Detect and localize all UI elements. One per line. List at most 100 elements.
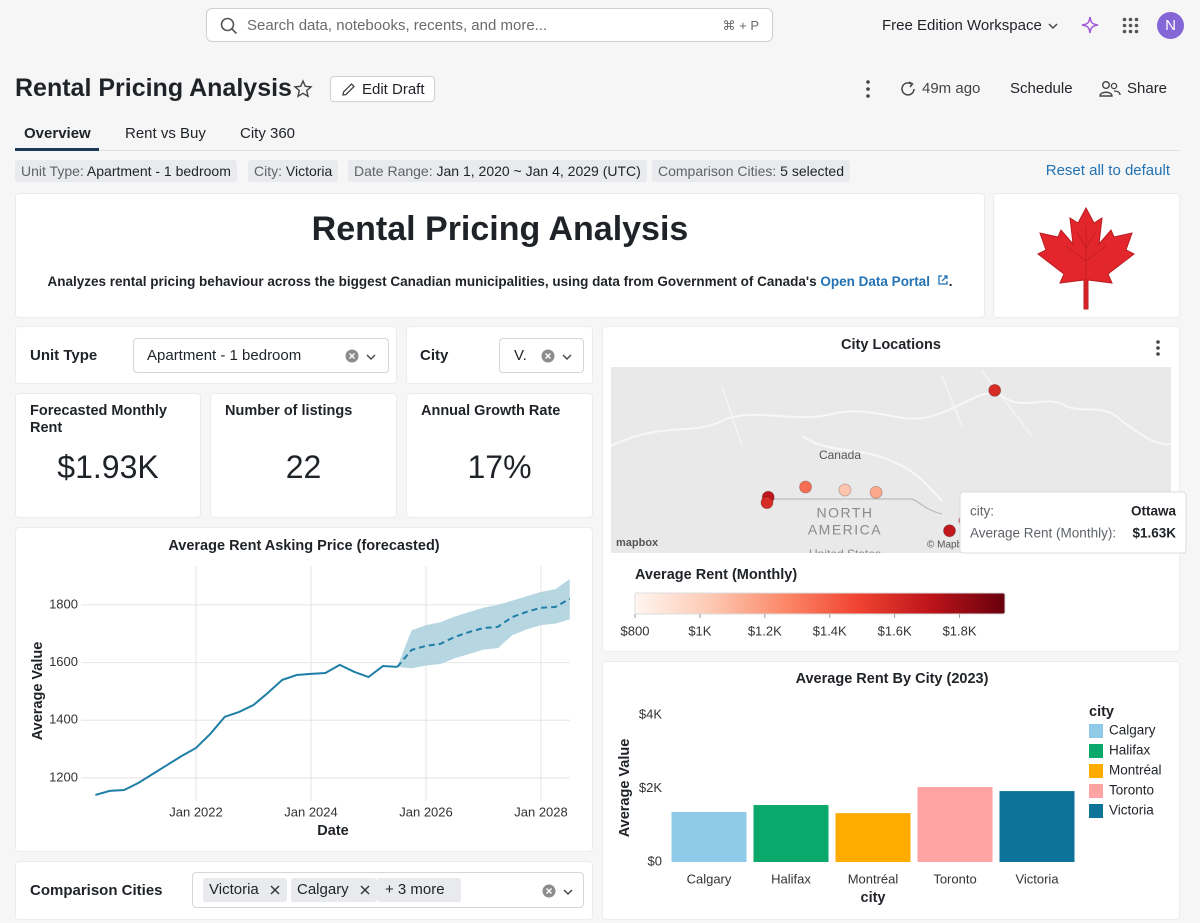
filter-chip[interactable]: Unit Type: Apartment - 1 bedroom [15,160,237,182]
legend-label: Halifax [1109,743,1151,758]
line-chart-panel: Average Rent Asking Price (forecasted) 12… [15,527,593,852]
kpi-value: $1.93K [57,449,159,485]
tooltip-key: Average Rent (Monthly): [970,526,1116,541]
more-chip[interactable]: + 3 more [377,878,461,902]
avatar[interactable]: N [1157,12,1184,39]
tab[interactable]: Overview [24,125,91,142]
kpi-label: Annual Growth Rate [421,403,561,419]
chart-title: Average Rent Asking Price (forecasted) [168,538,439,554]
bar [753,805,829,862]
map-point [869,485,883,499]
bar-chart: Average Rent By City (2023) $0 $2K $4K Calga… [617,671,1162,906]
clear-icon[interactable] [542,884,556,898]
x-tick-label: Toronto [933,871,976,886]
schedule-button[interactable]: Schedule [1010,80,1073,97]
city-chip[interactable]: Calgary [291,878,377,902]
colorbar-tick-label: $1.2K [748,623,782,638]
banner-period: . [948,274,953,289]
filter-chip[interactable]: Comparison Cities: 5 selected [652,160,850,182]
filter-value: Jan 1, 2020 ~ Jan 4, 2029 (UTC) [436,163,641,179]
page-title: Rental Pricing Analysis [15,74,292,102]
comparison-control: Comparison Cities Victoria Calgary + 3 m… [15,861,593,920]
open-data-link[interactable]: Open Data Portal [820,274,930,289]
tab[interactable]: Rent vs Buy [125,125,206,142]
legend-label: Victoria [1109,803,1154,818]
chevron [563,889,573,895]
remove-icon[interactable] [270,885,280,895]
search-box[interactable]: Search data, notebooks, recents, and mor… [206,8,773,42]
kpi-card: Annual Growth Rate 17% [406,393,593,518]
banner-description: Analyzes rental pricing behaviour across… [47,274,817,289]
tab-divider [15,150,1180,151]
colorbar-title: Average Rent (Monthly) [635,567,797,583]
active-tab-indicator [15,148,99,151]
filter-value: 5 selected [780,163,844,179]
apps-icon[interactable] [1122,17,1139,34]
city-dropdown[interactable]: V. [499,338,584,373]
city-chip[interactable]: Victoria [203,878,287,902]
coastline [611,392,1171,447]
bar [671,812,747,862]
unit-type-dropdown[interactable]: Apartment - 1 bedroom [133,338,389,373]
kpi-label: Forecasted Monthly Rent [30,403,167,436]
map-chart: Canada NORTH AMERICA United States mapbo… [611,337,1187,638]
kpi-card: Number of listings 22 [210,393,397,518]
map-point [942,524,956,538]
kpi-label: Number of listings [225,403,353,419]
tooltip-box [959,491,1187,554]
y-tick-label: 1800 [49,596,78,611]
y-tick-label: 1600 [49,654,78,669]
chart-title: Average Rent By City (2023) [796,671,989,687]
reset-link[interactable]: Reset all to default [1045,162,1170,179]
maple-leaf [1037,207,1135,310]
y-tick-label: 1400 [49,712,78,727]
tooltip-key: city: [970,504,994,519]
control-label: Unit Type [30,347,98,364]
share-button[interactable]: Share [1127,80,1168,97]
kpi-value: 17% [467,449,532,485]
chevron [562,354,572,360]
x-tick-label: Calgary [687,871,732,886]
comparison-dropdown[interactable]: Victoria Calgary + 3 more [192,872,584,908]
map-point [760,496,774,510]
chevron [366,354,376,360]
coastline [721,370,1033,447]
filter-label: Comparison Cities: [658,163,777,179]
remove-icon[interactable] [360,885,370,895]
y-tick-label: $0 [648,853,662,868]
banner-text: Analyzes rental pricing behaviour across… [16,274,984,289]
chip-label: Calgary [297,881,349,898]
country-label: United States [809,547,881,561]
clear-icon[interactable] [345,349,359,363]
bar [835,813,911,862]
x-tick-label: Jan 2026 [399,804,453,819]
legend-swatch [1089,784,1103,798]
filter-label: Unit Type: [21,163,84,179]
legend-label: Calgary [1109,723,1156,738]
map-point [988,383,1002,397]
legend-swatch [1089,724,1103,738]
share-icon[interactable] [1099,80,1121,98]
tab[interactable]: City 360 [240,125,296,142]
assistant-icon[interactable] [1081,16,1099,34]
y-tick-label: $2K [639,780,662,795]
workspace-switcher[interactable]: Free Edition Workspace [882,17,1058,34]
tooltip: city: Ottawa Average Rent (Monthly): $1.… [959,491,1187,554]
filter-chip[interactable]: City: Victoria [248,160,339,182]
edit-draft-button[interactable]: Edit Draft [330,76,435,102]
y-tick-label: 1200 [49,769,78,784]
clear-icon[interactable] [541,349,555,363]
y-tick-label: $4K [639,706,662,721]
chevron [1048,23,1058,29]
bar-chart-panel: Average Rent By City (2023) $0 $2K $4K Calga… [602,661,1180,920]
forecast-band [397,578,570,669]
map-menu[interactable] [1156,340,1160,356]
chip-label: Victoria [209,881,259,898]
filter-chip[interactable]: Date Range: Jan 1, 2020 ~ Jan 4, 2029 (U… [348,160,647,182]
more-menu[interactable] [864,79,872,99]
favorite-star[interactable] [293,79,313,99]
dropdown-value: V. [514,347,527,364]
legend-title: city [1089,704,1114,720]
refresh-icon[interactable] [899,80,917,98]
colorbar-tick-label: $1.8K [943,623,977,638]
